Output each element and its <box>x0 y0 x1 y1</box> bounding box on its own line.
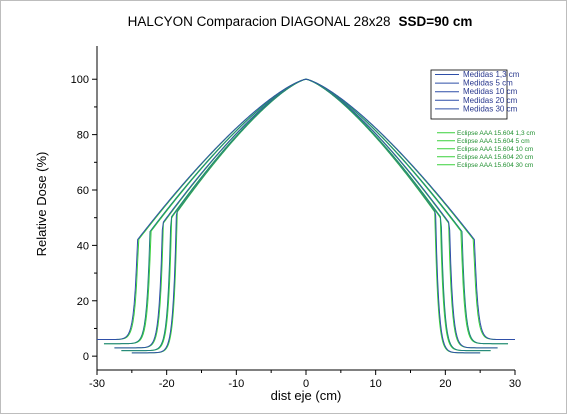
legend-label-calculated: Eclipse AAA 15.604 30 cm <box>457 162 533 169</box>
x-tick-label: 20 <box>439 378 451 390</box>
x-tick-label: -30 <box>89 378 105 390</box>
y-tick-label: 40 <box>77 240 89 252</box>
legend-label-measured: Medidas 10 cm <box>463 87 518 96</box>
y-tick-label: 80 <box>77 130 89 142</box>
legend-label-measured: Medidas 5 cm <box>463 79 513 88</box>
legend-label-measured: Medidas 30 cm <box>463 104 518 113</box>
chart-title-bold: SSD=90 cm <box>398 14 472 29</box>
x-tick-label: -10 <box>228 378 244 390</box>
chart-title: HALCYON Comparacion DIAGONAL 28x28 SSD=9… <box>128 13 473 30</box>
legend-label-calculated: Eclipse AAA 15.604 10 cm <box>457 146 533 153</box>
y-tick-label: 20 <box>77 296 89 308</box>
legend-label-measured: Medidas 20 cm <box>463 96 518 105</box>
series-medidas-3 <box>114 78 498 349</box>
x-axis-label: dist eje (cm) <box>271 388 342 403</box>
series-eclipse-3 <box>114 78 498 349</box>
y-tick-label: 100 <box>71 74 89 86</box>
legend-label-calculated: Eclipse AAA 15.604 5 cm <box>457 138 530 145</box>
legend-box-measured <box>430 69 508 120</box>
legend-label-calculated: Eclipse AAA 15.604 20 cm <box>457 154 533 161</box>
series-eclipse-1 <box>131 78 481 354</box>
x-tick-label: 0 <box>303 378 309 390</box>
plot-area <box>97 78 515 354</box>
y-axis-label: Relative Dose (%) <box>34 152 49 257</box>
series-medidas-5 <box>97 78 515 341</box>
axes: -30 -20 -10 0 10 20 30 0 20 40 60 80 100 <box>71 46 521 390</box>
x-tick-label: 30 <box>509 378 521 390</box>
y-tick-label: 60 <box>77 185 89 197</box>
y-tick-label: 0 <box>83 351 89 363</box>
legend-label-calculated: Eclipse AAA 15.604 1,3 cm <box>457 130 535 137</box>
chart-title-main: HALCYON Comparacion DIAGONAL 28x28 <box>128 14 391 29</box>
x-tick-label: 10 <box>370 378 382 390</box>
legend-label-measured: Medidas 1,3 cm <box>463 70 520 79</box>
x-tick-label: -20 <box>159 378 175 390</box>
series-medidas-1 <box>131 78 481 354</box>
